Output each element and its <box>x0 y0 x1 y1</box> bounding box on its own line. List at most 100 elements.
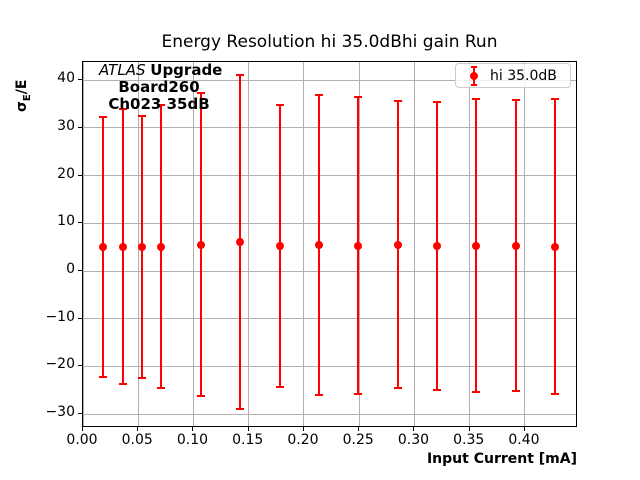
y-tick-mark <box>78 413 82 415</box>
annotation-tag: Upgrade <box>150 61 223 79</box>
data-point-marker <box>550 242 559 251</box>
x-tick-label: 0.05 <box>121 432 153 448</box>
data-point-marker <box>98 243 107 252</box>
y-tick-mark <box>78 126 82 128</box>
x-tick-mark <box>82 427 83 431</box>
x-tick-mark <box>137 427 139 431</box>
y-gridline <box>83 413 576 415</box>
annotation-line-1: ATLAS Upgrade <box>99 61 223 79</box>
y-tick-label: 30 <box>57 117 75 134</box>
error-bar-cap-bottom <box>118 383 127 386</box>
y-gridline <box>83 365 576 367</box>
annotation-experiment: ATLAS <box>99 61 146 79</box>
y-gridline <box>83 127 576 129</box>
error-bar-cap-bottom <box>512 390 521 393</box>
x-gridline <box>248 62 250 426</box>
data-point-marker <box>157 242 166 251</box>
error-bar-cap-top <box>315 93 324 96</box>
legend: hi 35.0dB <box>455 63 571 88</box>
error-bar-cap-bottom <box>550 393 559 396</box>
y-gridline <box>83 270 576 272</box>
data-point-marker <box>432 241 441 250</box>
ylabel-sigma: σ <box>14 101 30 112</box>
x-tick-label: 0.10 <box>176 432 209 448</box>
y-tick-mark <box>78 174 82 176</box>
x-axis-label: Input Current [mA] <box>426 451 577 467</box>
annotation-board: Board260 <box>118 78 200 96</box>
x-tick-mark <box>192 427 194 431</box>
y-tick-mark <box>78 365 82 367</box>
error-bar-cap-top <box>275 104 284 107</box>
x-gridline <box>303 62 305 426</box>
y-tick-label: 10 <box>57 213 75 230</box>
data-point-marker <box>354 241 363 250</box>
error-bar-cap-bottom <box>315 393 324 396</box>
x-tick-label: 0.20 <box>287 432 319 448</box>
error-bar-cap-bottom <box>354 393 363 396</box>
error-bar-cap-top <box>432 100 441 103</box>
y-tick-mark <box>78 222 82 224</box>
y-gridline <box>83 175 576 177</box>
errorbar-legend-icon <box>469 65 479 86</box>
legend-label: hi 35.0dB <box>490 67 557 84</box>
chart-title: Energy Resolution hi 35.0dBhi gain Run <box>161 32 498 52</box>
legend-errorbar-cap-top <box>471 65 477 68</box>
y-tick-label: −30 <box>45 404 75 421</box>
error-bar-cap-bottom <box>137 376 146 379</box>
y-tick-label: 40 <box>57 70 75 87</box>
x-tick-label: 0.35 <box>453 432 485 448</box>
x-tick-label: 0.00 <box>66 432 98 448</box>
error-bar-cap-top <box>354 96 363 99</box>
error-bar-cap-bottom <box>235 408 244 411</box>
annotation-block: ATLAS Upgrade Board260 Ch023 35dB <box>99 61 223 113</box>
ylabel-rest: /E <box>14 79 30 95</box>
data-point-marker <box>235 238 244 247</box>
annotation-channel: Ch023 35dB <box>108 95 210 113</box>
y-tick-label: −10 <box>45 308 75 325</box>
error-bar-cap-top <box>472 98 481 101</box>
y-gridline <box>83 222 576 224</box>
x-tick-mark <box>358 427 360 431</box>
x-tick-label: 0.15 <box>232 432 264 448</box>
y-tick-label: 20 <box>57 165 75 182</box>
x-tick-mark <box>468 427 470 431</box>
y-tick-mark <box>78 79 82 81</box>
data-point-marker <box>393 240 402 249</box>
error-bar-cap-top <box>118 108 127 111</box>
data-point-marker <box>315 240 324 249</box>
legend-errorbar-cap-bottom <box>471 83 477 86</box>
x-tick-label: 0.25 <box>342 432 374 448</box>
error-bar-cap-top <box>157 103 166 106</box>
error-bar-cap-top <box>197 92 206 95</box>
data-point-marker <box>197 240 206 249</box>
x-tick-mark <box>247 427 249 431</box>
x-gridline <box>413 62 415 426</box>
ylabel-subscript: E <box>21 94 33 102</box>
x-gridline <box>192 62 194 426</box>
error-bar-cap-bottom <box>275 385 284 388</box>
data-point-marker <box>512 241 521 250</box>
error-bar-cap-top <box>393 100 402 103</box>
x-gridline <box>82 62 84 426</box>
error-bar-cap-top <box>550 98 559 101</box>
error-bar-cap-top <box>235 74 244 77</box>
data-point-marker <box>137 243 146 252</box>
x-tick-mark <box>302 427 304 431</box>
error-bar-cap-top <box>137 115 146 118</box>
y-gridline <box>83 318 576 320</box>
error-bar-cap-bottom <box>98 375 107 378</box>
data-point-marker <box>472 241 481 250</box>
error-bar-cap-bottom <box>197 395 206 398</box>
x-gridline <box>524 62 526 426</box>
data-point-marker <box>275 242 284 251</box>
y-gridline <box>83 79 576 81</box>
x-tick-label: 0.40 <box>508 432 540 448</box>
data-point-marker <box>118 242 127 251</box>
error-bar-cap-bottom <box>393 387 402 390</box>
y-tick-mark <box>78 270 82 271</box>
x-tick-mark <box>523 427 525 431</box>
error-bar-cap-top <box>512 99 521 102</box>
error-bar-cap-bottom <box>157 387 166 390</box>
error-bar-cap-bottom <box>432 388 441 391</box>
